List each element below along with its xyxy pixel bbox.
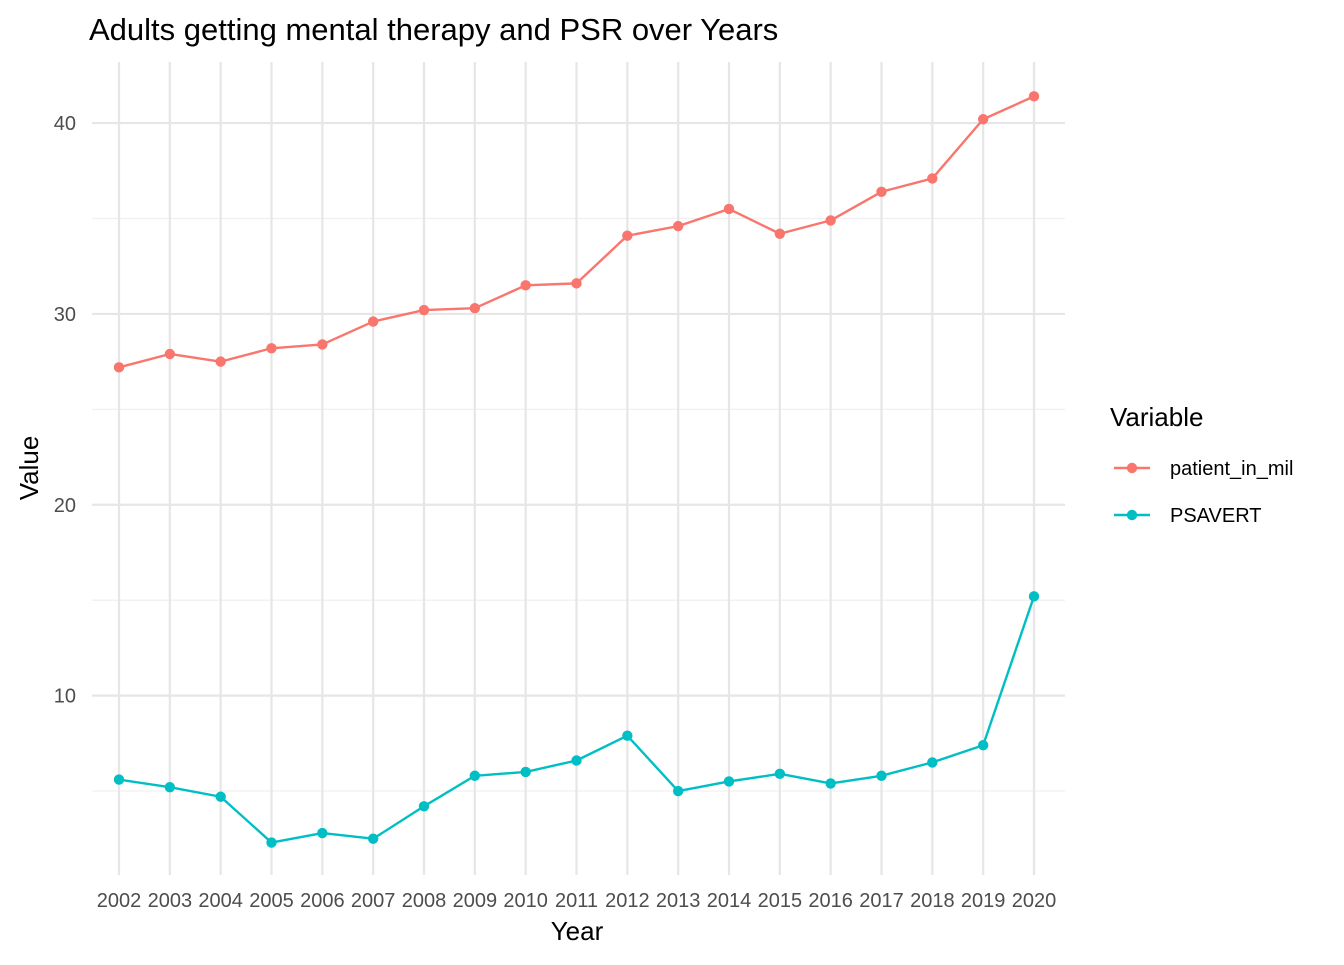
data-point: [367, 316, 379, 327]
data-point: [164, 348, 176, 360]
y-tick-label: 20: [54, 495, 76, 517]
data-point: [266, 837, 277, 848]
data-point: [164, 782, 176, 793]
y-tick-label: 40: [54, 113, 76, 135]
grid: [92, 62, 1065, 875]
data-point: [367, 833, 379, 844]
data-point: [876, 770, 887, 781]
data-point: [317, 827, 328, 839]
data-point: [317, 339, 328, 350]
data-point: [927, 173, 938, 184]
x-tick-label: 2020: [1012, 890, 1057, 912]
y-tick-label: 10: [54, 686, 76, 708]
y-tick-label: 30: [54, 304, 76, 326]
x-tick-label: 2008: [402, 890, 447, 912]
data-point: [622, 230, 633, 241]
x-tick-label: 2005: [249, 890, 294, 912]
x-tick-label: 2002: [97, 890, 142, 912]
y-axis-title: Value: [14, 436, 44, 501]
x-tick-label: 2009: [453, 890, 498, 912]
x-tick-label: 2015: [758, 890, 803, 912]
data-point: [774, 228, 786, 239]
x-tick-label: 2003: [148, 890, 193, 912]
legend-key: [1114, 509, 1150, 521]
data-point: [469, 302, 481, 314]
data-point: [1028, 91, 1040, 102]
data-point: [672, 220, 684, 232]
data-point: [520, 766, 531, 778]
x-tick-label: 2019: [961, 890, 1006, 912]
data-point: [927, 757, 938, 768]
x-tick-label: 2004: [198, 890, 243, 912]
x-tick-label: 2018: [910, 890, 955, 912]
x-tick-label: 2014: [707, 890, 752, 912]
x-tick-label: 2017: [859, 890, 904, 912]
legend-title: Variable: [1110, 402, 1203, 432]
legend-label: patient_in_mil: [1170, 458, 1293, 480]
data-point: [774, 768, 786, 780]
data-point: [672, 785, 684, 797]
y-axis: 10 20 30 40: [54, 113, 76, 708]
data-point: [418, 304, 430, 316]
data-point: [723, 203, 735, 215]
data-point: [520, 280, 531, 291]
data-point: [977, 114, 989, 125]
chart-title: Adults getting mental therapy and PSR ov…: [89, 12, 778, 47]
data-point: [1028, 591, 1040, 602]
data-point: [571, 755, 582, 766]
x-tick-label: 2007: [351, 890, 396, 912]
data-point: [113, 774, 125, 785]
x-tick-label: 2012: [605, 890, 650, 912]
data-point: [825, 778, 836, 789]
data-point: [723, 776, 735, 787]
data-point: [113, 362, 125, 373]
data-point: [825, 215, 836, 226]
series-patient-in-mil: [113, 91, 1040, 373]
series-psavert: [113, 591, 1040, 848]
legend-label: PSAVERT: [1170, 505, 1262, 527]
data-point: [215, 356, 226, 367]
data-point: [977, 740, 989, 751]
data-point: [571, 278, 582, 289]
data-point: [266, 343, 277, 354]
data-point: [622, 730, 633, 741]
x-axis: 2002 2003 2004 2005 2006 2007 2008 2009 2010 2011…: [97, 890, 1057, 912]
data-point: [418, 801, 430, 812]
x-tick-label: 2010: [503, 890, 548, 912]
x-axis-title: Year: [551, 916, 604, 946]
series-layer: [113, 91, 1040, 848]
legend: Variable patient_in_mil PSAVERT: [1110, 402, 1293, 527]
legend-key: [1114, 462, 1150, 474]
x-tick-label: 2006: [300, 890, 345, 912]
x-tick-label: 2013: [656, 890, 701, 912]
x-tick-label: 2016: [808, 890, 853, 912]
data-point: [469, 770, 481, 781]
x-tick-label: 2011: [555, 890, 598, 912]
data-point: [215, 791, 226, 802]
data-point: [876, 186, 887, 197]
